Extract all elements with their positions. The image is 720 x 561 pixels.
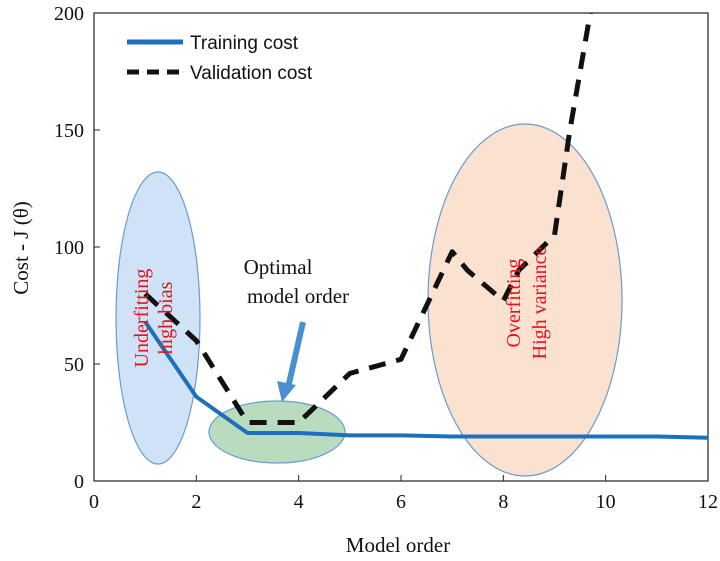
validation-cost-line xyxy=(143,12,593,425)
x-tick-label: 10 xyxy=(596,491,616,513)
underfitting-label-line1: Underfitting xyxy=(131,269,153,368)
arrow-shaft xyxy=(285,321,306,389)
x-tick-label: 12 xyxy=(698,491,718,513)
y-tick-label: 0 xyxy=(74,471,84,493)
underfitting-region xyxy=(115,171,201,465)
overfitting-region xyxy=(427,123,623,477)
overfitting-label-line2: High variance xyxy=(529,247,551,360)
y-tick-label: 50 xyxy=(64,354,84,376)
underfitting-label-line2: high bias xyxy=(155,281,177,354)
overfitting-label-line1: Overfitting xyxy=(503,259,525,348)
overfitting-label: Overfitting High variance xyxy=(503,247,551,360)
underfitting-label: Underfitting high bias xyxy=(131,269,177,368)
x-tick-label: 2 xyxy=(191,491,201,513)
x-tick-label: 8 xyxy=(498,491,508,513)
legend-label-validation: Validation cost xyxy=(190,63,313,84)
x-tick-label: 0 xyxy=(89,491,99,513)
arrow-head xyxy=(277,381,296,402)
optimal-arrow xyxy=(277,321,306,402)
legend: Training cost Validation cost xyxy=(127,33,313,84)
x-tick-label: 4 xyxy=(294,491,304,513)
x-axis-ticks: 0 2 4 6 8 10 12 xyxy=(89,475,718,513)
training-cost-line xyxy=(143,320,709,440)
optimal-label-line2: model order xyxy=(247,284,349,308)
y-tick-label: 100 xyxy=(54,237,84,259)
x-axis-title: Model order xyxy=(346,533,450,557)
optimal-label-line1: Optimal xyxy=(244,255,313,279)
y-axis-ticks: 0 50 100 150 200 xyxy=(54,3,100,493)
highlight-regions xyxy=(115,123,623,477)
legend-label-training: Training cost xyxy=(190,33,299,54)
series-layer xyxy=(143,12,709,440)
y-axis-title: Cost - J (θ) xyxy=(9,201,33,294)
y-tick-label: 200 xyxy=(54,3,84,25)
y-tick-label: 150 xyxy=(54,120,84,142)
x-tick-label: 6 xyxy=(396,491,406,513)
